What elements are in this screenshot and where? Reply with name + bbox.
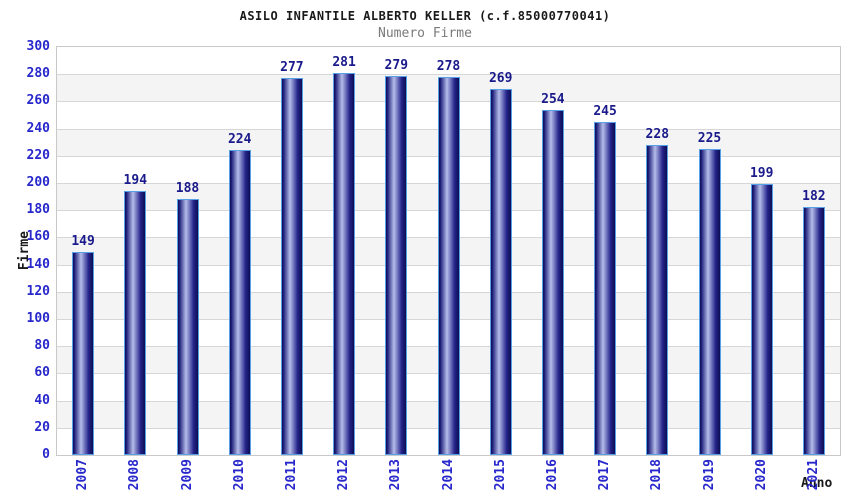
x-category-label: 2020 bbox=[753, 459, 769, 491]
y-tick-label: 160 bbox=[26, 229, 50, 245]
y-tick-label: 300 bbox=[26, 39, 50, 54]
bar-value-label: 182 bbox=[802, 189, 826, 205]
bar-value-label: 199 bbox=[749, 166, 774, 182]
bar-2010 bbox=[228, 150, 251, 455]
y-tick-label: 140 bbox=[26, 256, 50, 272]
x-category-label: 2013 bbox=[388, 459, 404, 491]
y-tick-label: 80 bbox=[34, 338, 50, 354]
plot-band bbox=[57, 47, 840, 75]
x-category-label: 2009 bbox=[179, 459, 195, 491]
bar-2021 bbox=[802, 207, 825, 455]
chart-title: ASILO INFANTILE ALBERTO KELLER (c.f.8500… bbox=[239, 9, 611, 23]
bar-value-label: 225 bbox=[697, 131, 722, 146]
x-category-label: 2016 bbox=[544, 459, 560, 491]
gridline bbox=[57, 74, 840, 76]
bar-2016 bbox=[541, 109, 564, 455]
bar-value-label: 228 bbox=[645, 126, 670, 142]
y-tick-label: 60 bbox=[34, 365, 50, 381]
bar-value-label: 245 bbox=[593, 103, 617, 119]
bar-2007 bbox=[72, 252, 95, 455]
x-category-label: 2014 bbox=[440, 459, 456, 491]
y-tick-label: 180 bbox=[26, 202, 50, 218]
bar-2015 bbox=[489, 89, 512, 455]
bar-2019 bbox=[698, 149, 721, 455]
x-axis-title: Anno bbox=[801, 476, 833, 491]
bar-value-label: 281 bbox=[332, 54, 356, 70]
plot-area: 149 194 188 224 277 281 279 278 269 254 245 228 225 1… bbox=[56, 46, 841, 456]
x-category-label: 2007 bbox=[75, 459, 91, 491]
x-category-label: 2017 bbox=[597, 459, 613, 491]
bar-value-label: 279 bbox=[384, 57, 409, 73]
bar-value-label: 278 bbox=[436, 58, 461, 74]
y-tick-label: 240 bbox=[26, 120, 50, 136]
bar-2008 bbox=[124, 191, 147, 455]
y-tick-label: 40 bbox=[34, 392, 50, 408]
x-category-label: 2021 bbox=[805, 459, 821, 491]
x-category-label: 2010 bbox=[231, 459, 247, 491]
chart-subtitle: Numero Firme bbox=[378, 26, 472, 41]
y-tick-label: 120 bbox=[26, 283, 50, 299]
x-category-label: 2018 bbox=[649, 459, 665, 491]
bar-2012 bbox=[333, 72, 356, 455]
bar-2017 bbox=[594, 121, 617, 455]
x-category-label: 2011 bbox=[283, 459, 299, 491]
bar-2009 bbox=[176, 199, 199, 455]
bar-value-label: 149 bbox=[71, 234, 95, 250]
bar-value-label: 269 bbox=[488, 71, 513, 87]
y-tick-label: 200 bbox=[26, 175, 50, 190]
bar-2020 bbox=[750, 184, 773, 455]
bar-value-label: 224 bbox=[227, 132, 252, 148]
x-category-label: 2015 bbox=[492, 459, 508, 491]
x-category-label: 2012 bbox=[336, 459, 352, 491]
y-tick-label: 220 bbox=[26, 147, 50, 163]
bar-value-label: 277 bbox=[280, 60, 304, 76]
y-tick-label: 280 bbox=[26, 66, 50, 82]
bar-value-label: 194 bbox=[123, 173, 148, 189]
y-tick-label: 20 bbox=[34, 419, 50, 435]
y-tick-label: 100 bbox=[26, 311, 50, 326]
bar-2013 bbox=[385, 75, 408, 455]
bar-2018 bbox=[646, 144, 669, 455]
bar-value-label: 254 bbox=[541, 91, 565, 107]
y-tick-label: 0 bbox=[42, 447, 50, 462]
bar-value-label: 188 bbox=[175, 181, 200, 197]
x-category-label: 2019 bbox=[701, 459, 717, 491]
bar-2014 bbox=[437, 76, 460, 455]
y-tick-label: 260 bbox=[26, 93, 50, 109]
bar-2011 bbox=[280, 78, 303, 455]
x-category-label: 2008 bbox=[127, 459, 143, 491]
